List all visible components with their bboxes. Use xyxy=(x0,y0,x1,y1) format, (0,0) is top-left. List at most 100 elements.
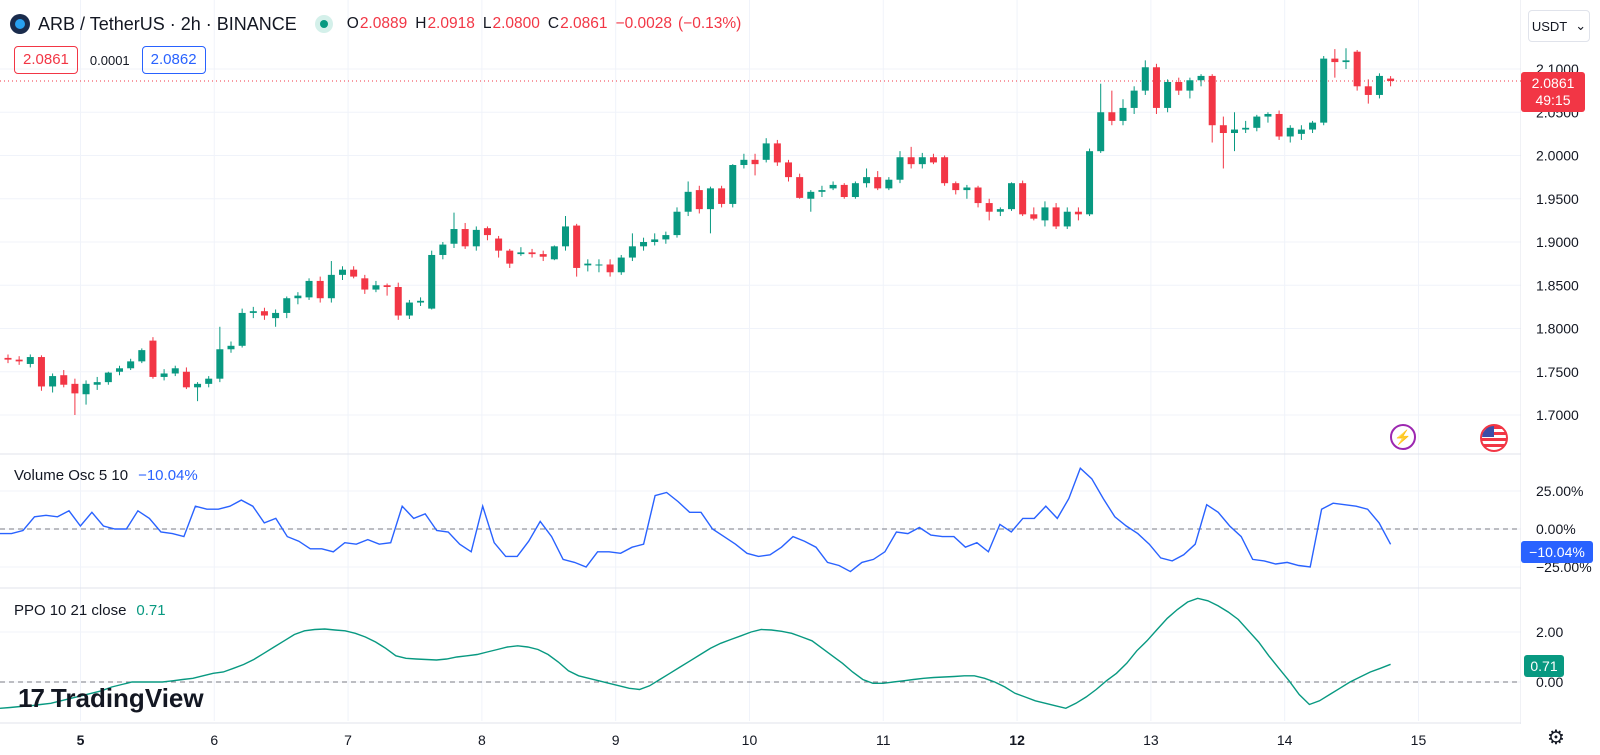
candle-body xyxy=(260,311,268,316)
candles-series xyxy=(4,48,1395,415)
tradingview-logo[interactable]: 17 TradingView xyxy=(18,683,204,714)
candle-body xyxy=(472,229,480,247)
candle-body xyxy=(550,246,558,260)
spread-value: 0.0001 xyxy=(89,52,130,68)
volume-osc-params: 5 10 xyxy=(98,467,129,484)
candle-body xyxy=(907,157,915,165)
candle-body xyxy=(361,278,369,290)
candle-body xyxy=(918,157,926,165)
ppo-name: PPO xyxy=(14,602,46,619)
candle-body xyxy=(1253,116,1261,128)
candle-body xyxy=(495,238,503,251)
candle-body xyxy=(985,203,993,212)
volume-osc-tag: −10.04% xyxy=(1521,541,1593,563)
candle-body xyxy=(26,357,34,364)
currency-select[interactable]: USDT ⌄ xyxy=(1528,10,1590,42)
candle-body xyxy=(1286,127,1294,137)
ppo-tick-label: 0.00 xyxy=(1536,674,1563,690)
candle-body xyxy=(1353,51,1361,87)
candle-body xyxy=(1141,67,1149,91)
candle-body xyxy=(1297,129,1305,134)
buy-button[interactable]: 2.0862 xyxy=(141,46,206,74)
candle-body xyxy=(483,228,491,236)
candle-body xyxy=(417,300,425,303)
candle-body xyxy=(617,257,625,273)
candle-body xyxy=(539,254,547,257)
price-axis[interactable]: 2.10002.05002.00001.95001.90001.85001.80… xyxy=(1521,0,1600,755)
price-change: −0.0028 (−0.13%) xyxy=(615,15,742,32)
candle-body xyxy=(316,280,324,299)
last-price-value: 2.0861 xyxy=(1531,75,1575,91)
candle-body xyxy=(1342,60,1350,63)
ppo-pane xyxy=(0,597,1521,710)
candle-body xyxy=(1375,75,1383,95)
price-tick-label: 1.7500 xyxy=(1536,364,1579,380)
candle-body xyxy=(1364,86,1372,95)
sell-button[interactable]: 2.0861 xyxy=(14,46,78,74)
volume-osc-legend[interactable]: Volume Osc 5 10 −10.04% xyxy=(14,467,198,484)
candle-body xyxy=(37,357,45,387)
chevron-down-icon: ⌄ xyxy=(1575,18,1587,33)
candle-body xyxy=(1387,78,1395,82)
candle-body xyxy=(628,246,636,258)
candle-body xyxy=(963,187,971,191)
candle-body xyxy=(1097,112,1105,152)
candle-body xyxy=(1164,81,1172,108)
ohlc-close: C2.0861 xyxy=(547,15,608,32)
ohlc-open: O2.0889 xyxy=(346,15,408,32)
tradingview-wordmark: TradingView xyxy=(50,683,204,713)
time-tick-label: 7 xyxy=(344,732,352,748)
time-tick-label: 12 xyxy=(1009,732,1025,748)
candle-body xyxy=(1275,113,1283,137)
time-axis[interactable]: 5 6 7 8 9 10 11 12 13 14 15 xyxy=(0,724,1521,755)
grid-lines xyxy=(0,0,1521,721)
candle-body xyxy=(439,244,447,255)
tradingview-mark: 17 xyxy=(18,683,45,713)
candle-body xyxy=(718,188,726,204)
candle-body xyxy=(394,286,402,316)
lightning-icon[interactable]: ⚡ xyxy=(1390,424,1416,450)
price-tick-label: 1.8000 xyxy=(1536,321,1579,337)
candle-body xyxy=(874,177,882,189)
candle-body xyxy=(1019,183,1027,215)
volume-osc-name: Volume Osc xyxy=(14,467,95,484)
candle-body xyxy=(751,159,759,165)
candle-body xyxy=(1152,67,1160,108)
candle-body xyxy=(350,269,358,277)
candle-body xyxy=(4,357,12,360)
last-price-tag: 2.0861 49:15 xyxy=(1521,72,1585,112)
candle-body xyxy=(216,349,224,379)
candle-body xyxy=(428,254,436,309)
candle-body xyxy=(49,376,57,387)
price-axis-bg xyxy=(1521,0,1600,755)
candle-body xyxy=(640,242,648,247)
candle-body xyxy=(740,159,748,166)
candle-body xyxy=(182,371,190,388)
candle-body xyxy=(104,372,112,383)
candle-body xyxy=(684,191,692,212)
us-flag-icon[interactable] xyxy=(1480,424,1508,452)
candle-body xyxy=(1175,81,1183,91)
candle-body xyxy=(885,179,893,189)
candle-body xyxy=(896,157,904,180)
candle-body xyxy=(941,157,949,184)
candle-body xyxy=(840,184,848,198)
candle-body xyxy=(762,143,770,160)
ppo-legend[interactable]: PPO 10 21 close 0.71 xyxy=(14,602,166,619)
time-tick-label: 5 xyxy=(77,732,85,748)
candle-body xyxy=(952,183,960,191)
price-tick-label: 1.8500 xyxy=(1536,277,1579,293)
candle-body xyxy=(194,383,202,388)
candle-body xyxy=(227,345,235,350)
symbol-title[interactable]: ARB / TetherUS · 2h · BINANCE xyxy=(38,13,297,34)
candle-body xyxy=(1309,122,1317,130)
gear-icon[interactable]: ⚙ xyxy=(1547,727,1565,749)
time-axis-bg xyxy=(0,724,1521,755)
candle-body xyxy=(773,143,781,163)
volume-osc-tick-label: −25.00% xyxy=(1536,559,1592,575)
price-tick-label: 1.7000 xyxy=(1536,407,1579,423)
candle-body xyxy=(15,359,23,362)
ppo-tag: 0.71 xyxy=(1524,655,1564,677)
